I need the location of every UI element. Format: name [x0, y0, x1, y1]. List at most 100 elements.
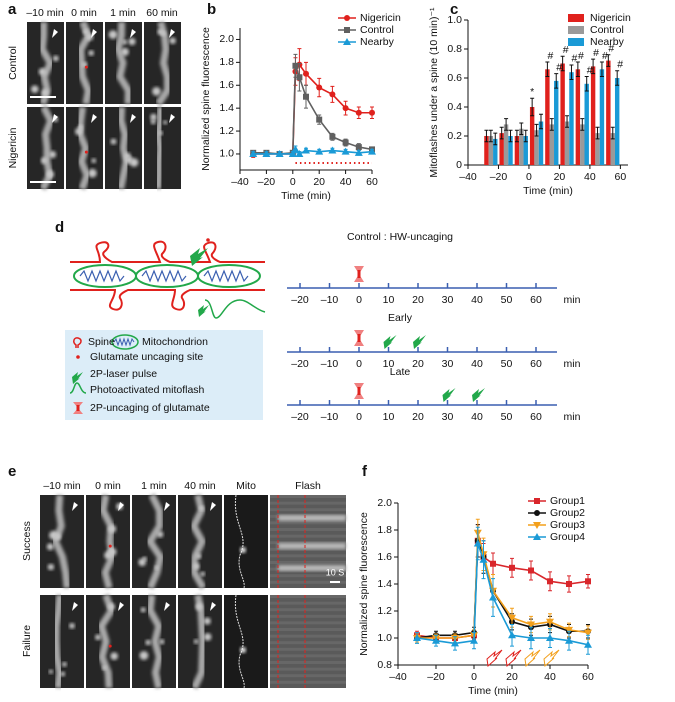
panel-label: c: [450, 1, 458, 18]
time-scale-bar: [330, 581, 340, 583]
y-tick-label: 1.6: [219, 79, 234, 91]
mito-outline: [234, 594, 245, 689]
marker: [528, 567, 534, 574]
kymo-row: [270, 501, 346, 505]
bar: [488, 136, 494, 165]
x-tick-label: –40: [389, 671, 407, 683]
error-bar: [499, 126, 504, 140]
bar: [508, 136, 513, 165]
scale-bar: [30, 96, 56, 98]
timeline-tick-label: 60: [530, 358, 542, 370]
spine: [91, 158, 97, 164]
dendrite: [191, 594, 207, 690]
kymo-row: [270, 574, 346, 578]
bar: [560, 63, 565, 165]
arrowhead: [130, 114, 136, 123]
kymo-row: [270, 541, 346, 545]
bar: [484, 136, 489, 165]
bar: [549, 124, 555, 165]
spine: [124, 152, 131, 160]
row-label: Control: [7, 46, 19, 80]
marker: [315, 147, 324, 155]
dendrite: [99, 494, 116, 589]
marker: [490, 560, 496, 567]
y-tick-label: 1.4: [219, 102, 234, 114]
kymo-row: [270, 554, 346, 558]
mito-image: [224, 595, 268, 688]
x-axis-label: Time (min): [281, 190, 331, 202]
marker: [432, 636, 440, 644]
series-line: [253, 65, 373, 155]
panel-label: e: [8, 463, 16, 480]
bar: [519, 128, 524, 165]
legend-label: 2P-laser pulse: [90, 368, 157, 380]
timeline-unit: min: [564, 294, 581, 306]
spine: [138, 558, 147, 567]
arrowhead: [72, 602, 78, 611]
marker: [547, 578, 553, 585]
arrowhead: [91, 114, 97, 123]
column-header: Mito: [236, 480, 256, 492]
error-bar: [493, 132, 498, 146]
legend-label: Group4: [550, 531, 585, 543]
marker: [509, 564, 515, 571]
spine: [48, 150, 57, 159]
timeline-unit: min: [564, 411, 581, 423]
timeline-tick-label: –20: [291, 294, 309, 306]
legend-label: Mitochondrion: [142, 336, 208, 348]
legend-label: 2P-uncaging of glutamate: [90, 402, 210, 414]
timeline-tick-label: –20: [291, 358, 309, 370]
kymo-row: [270, 528, 346, 531]
spine: [193, 563, 200, 570]
series-line: [253, 148, 373, 155]
error-bar: [584, 76, 589, 92]
kymo-row: [270, 608, 346, 612]
legend-label: Nigericin: [360, 12, 401, 24]
kymo-row: [270, 601, 346, 605]
marker: [355, 144, 362, 151]
uncaging-site: [108, 544, 112, 548]
x-tick-label: 40: [544, 671, 556, 683]
significance-mark: #: [578, 50, 584, 62]
spine: [203, 633, 212, 641]
uncaging-core: [357, 334, 361, 342]
kymo-row: [270, 667, 346, 671]
kymo-row: [270, 547, 346, 551]
marker: [489, 593, 497, 601]
spine: [150, 113, 157, 121]
spine: [108, 30, 118, 39]
marker: [585, 578, 591, 585]
dendrite: [76, 106, 91, 191]
legend-label: Nearby: [590, 36, 625, 48]
y-tick-label: 1.4: [377, 578, 392, 590]
pulse-icon: [486, 649, 503, 667]
kymo-row: [270, 534, 346, 538]
column-header: Flash: [295, 480, 321, 492]
bar: [499, 133, 504, 165]
significance-mark: #: [563, 44, 569, 56]
mito-spot: [240, 647, 246, 653]
laser-pulse: [383, 335, 397, 349]
error-bar: [514, 129, 519, 143]
marker: [527, 621, 535, 629]
y-axis-label: Mitoflashes under a spine (10 min)⁻¹: [428, 7, 440, 178]
y-tick-label: 0.2: [447, 130, 462, 142]
kymo-row: [270, 595, 346, 598]
y-axis-label: Normalized spine fluorescence: [358, 512, 370, 656]
uncaging-icon: [354, 266, 364, 282]
dendrite: [154, 106, 165, 190]
bar: [529, 107, 535, 165]
significance-mark: #: [587, 64, 593, 76]
error-bar: [549, 118, 554, 131]
x-tick-label: 0: [526, 171, 532, 183]
bar: [493, 138, 498, 165]
bar: [538, 121, 544, 165]
marker: [565, 626, 573, 634]
legend-label: Glutamate uncaging site: [90, 351, 203, 363]
timeline-tick-label: 30: [442, 294, 454, 306]
spine: [46, 543, 54, 551]
kymo-row: [270, 674, 346, 678]
legend-swatch: [568, 26, 584, 34]
spine: [88, 50, 94, 56]
spine: [60, 671, 66, 677]
